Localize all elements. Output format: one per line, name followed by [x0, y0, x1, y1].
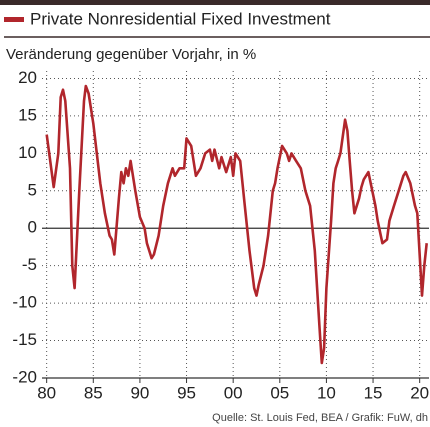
- subtitle: Veränderung gegenüber Vorjahr, in %: [6, 46, 256, 63]
- x-tick-label: 95: [177, 383, 196, 402]
- y-tick-label: 10: [18, 143, 37, 162]
- legend-label: Private Nonresidential Fixed Investment: [30, 9, 331, 28]
- x-tick-label: 10: [317, 383, 336, 402]
- legend-swatch: [4, 17, 24, 22]
- x-tick-label: 15: [364, 383, 383, 402]
- x-tick-label: 80: [37, 383, 56, 402]
- y-tick-label: 15: [18, 105, 37, 124]
- x-tick-label: 90: [130, 383, 149, 402]
- x-tick-label: 05: [270, 383, 289, 402]
- y-tick-label: 20: [18, 68, 37, 87]
- y-tick-label: -15: [12, 330, 37, 349]
- y-tick-label: -5: [22, 255, 37, 274]
- x-tick-label: 00: [224, 383, 243, 402]
- x-tick-label: 85: [84, 383, 103, 402]
- y-tick-label: 5: [28, 180, 37, 199]
- y-tick-label: -20: [12, 367, 37, 386]
- y-tick-label: -10: [12, 293, 37, 312]
- y-tick-label: 0: [28, 218, 37, 237]
- header-bar: [0, 0, 430, 5]
- series-line: [45, 84, 428, 365]
- source: Quelle: St. Louis Fed, BEA / Grafik: FuW…: [212, 412, 428, 424]
- x-tick-label: 20: [410, 383, 429, 402]
